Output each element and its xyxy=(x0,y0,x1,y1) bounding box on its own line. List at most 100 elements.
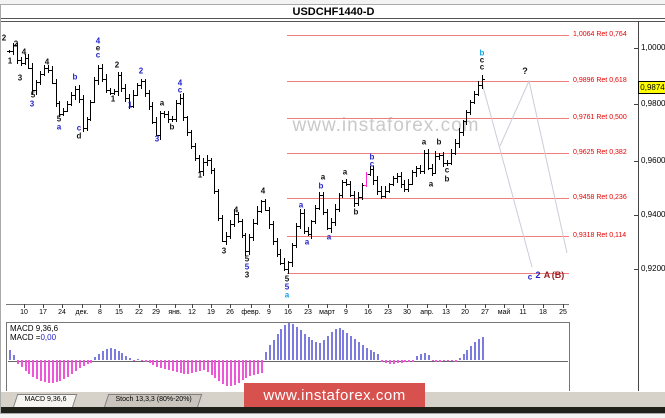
wave-label: a xyxy=(159,98,165,108)
date-axis-tick xyxy=(563,304,564,308)
wave-label: c xyxy=(527,272,533,282)
date-axis-label: 26 xyxy=(226,309,234,316)
candle-open-tick xyxy=(236,214,238,215)
wave-label: b xyxy=(479,48,485,58)
macd-bar xyxy=(125,356,127,360)
candle xyxy=(118,72,119,96)
date-axis-label: 9 xyxy=(267,309,271,316)
wave-label: 3 xyxy=(244,270,250,280)
wave-label: e xyxy=(95,43,101,53)
candle-open-tick xyxy=(317,208,319,209)
candle xyxy=(350,181,351,197)
macd-bar xyxy=(335,329,337,360)
macd-bar xyxy=(25,360,27,371)
macd-bar xyxy=(71,360,73,374)
candle xyxy=(354,191,355,207)
candle-open-tick xyxy=(178,103,180,104)
date-axis-label: 13 xyxy=(442,309,450,316)
candle xyxy=(114,89,115,95)
macd-bar xyxy=(315,342,317,360)
wave-label: 4 xyxy=(260,186,266,196)
candle xyxy=(90,100,91,121)
candle-open-tick xyxy=(61,114,63,115)
fib-label: 0,9761 Ret 0,500 xyxy=(573,114,627,121)
macd-bar xyxy=(377,354,379,360)
candle xyxy=(168,111,169,123)
macd-bar xyxy=(40,360,42,381)
macd-bar xyxy=(416,356,418,360)
candle-open-tick xyxy=(81,99,83,100)
candle xyxy=(455,139,456,155)
candle xyxy=(245,233,246,256)
support-line xyxy=(287,273,569,274)
trading-terminal-window: USDCHF1440-D www.instaforex.com 0,9874 M… xyxy=(0,4,665,414)
candle xyxy=(195,143,196,161)
candle-open-tick xyxy=(209,160,211,161)
macd-bar xyxy=(145,360,147,362)
date-axis-tick xyxy=(211,304,212,308)
macd-bar xyxy=(56,360,58,382)
date-axis-label: 29 xyxy=(152,309,160,316)
candlestick-chart-plot[interactable]: www.instaforex.com xyxy=(1,21,638,307)
macd-bar xyxy=(48,360,50,383)
macd-bar xyxy=(207,360,209,372)
candle-open-tick xyxy=(371,169,373,170)
candle-open-tick xyxy=(333,222,335,223)
date-axis-tick xyxy=(407,304,408,308)
candle-open-tick xyxy=(464,121,466,122)
candle xyxy=(129,94,130,109)
instaforex-banner[interactable]: www.instaforex.com xyxy=(244,383,425,407)
wave-label: 5 xyxy=(244,254,250,264)
price-axis-label: 0,9800 xyxy=(641,99,665,108)
macd-bar xyxy=(114,349,116,360)
candle-open-tick xyxy=(445,163,447,164)
tab-stochastic[interactable]: Stoch 13,3,3 (80%-20%) xyxy=(103,394,203,408)
fib-label: 0,9318 Ret 0,114 xyxy=(573,232,627,239)
macd-bar xyxy=(164,360,166,369)
candle xyxy=(424,150,425,174)
date-axis-label: февр. xyxy=(241,309,261,316)
date-axis-label: 16 xyxy=(284,309,292,316)
macd-bar xyxy=(269,345,271,360)
candle-open-tick xyxy=(143,81,145,82)
macd-bar xyxy=(13,355,15,360)
date-axis-label: 12 xyxy=(188,309,196,316)
macd-bar xyxy=(277,334,279,360)
candle xyxy=(214,168,215,194)
candle-open-tick xyxy=(422,171,424,172)
macd-bar xyxy=(432,360,434,361)
candle-open-tick xyxy=(46,68,48,69)
macd-bar xyxy=(102,351,104,360)
date-axis-label: 23 xyxy=(384,309,392,316)
candle xyxy=(249,234,250,255)
macd-bar xyxy=(261,360,263,373)
candle-open-tick xyxy=(92,102,94,103)
date-axis-label: 22 xyxy=(135,309,143,316)
macd-bar xyxy=(346,333,348,360)
top-border-line-2 xyxy=(1,21,665,22)
macd-bar xyxy=(288,323,290,360)
wave-label: 1 xyxy=(110,94,116,104)
candle-open-tick xyxy=(108,90,110,91)
candle xyxy=(222,215,223,242)
candle-open-tick xyxy=(271,224,273,225)
macd-bar xyxy=(187,360,189,374)
candle xyxy=(459,128,460,148)
candle-open-tick xyxy=(11,51,13,52)
candle-open-tick xyxy=(38,82,40,83)
candle-open-tick xyxy=(112,93,114,94)
date-axis-tick xyxy=(82,304,83,308)
candle-open-tick xyxy=(26,58,28,59)
candle xyxy=(230,220,231,239)
macd-bar xyxy=(370,350,372,360)
macd-bar xyxy=(199,360,201,371)
wave-label: 2 xyxy=(114,60,120,70)
candle-open-tick xyxy=(174,119,176,120)
candle xyxy=(9,50,10,53)
candle xyxy=(121,72,122,92)
candle xyxy=(439,153,440,160)
macd-bar xyxy=(300,330,302,360)
date-axis-tick xyxy=(175,304,176,308)
macd-bar xyxy=(439,360,441,362)
tab-macd[interactable]: MACD 9,36,6 xyxy=(12,394,78,408)
